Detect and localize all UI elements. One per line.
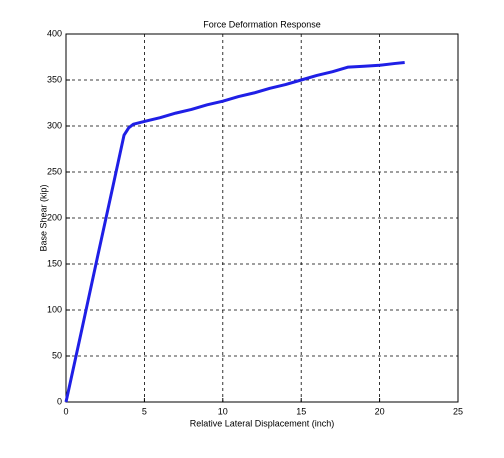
y-tick-label: 350 <box>47 74 62 84</box>
x-tick-label: 20 <box>375 406 385 416</box>
y-tick-label: 50 <box>52 350 62 360</box>
y-tick-label: 400 <box>47 28 62 38</box>
x-tick-label: 0 <box>63 406 68 416</box>
y-tick-label: 250 <box>47 166 62 176</box>
x-tick-label: 10 <box>218 406 228 416</box>
chart-title: Force Deformation Response <box>203 19 321 29</box>
x-tick-label: 5 <box>142 406 147 416</box>
y-tick-label: 300 <box>47 120 62 130</box>
y-tick-label: 150 <box>47 258 62 268</box>
data-line <box>64 61 405 403</box>
x-axis-label: Relative Lateral Displacement (inch) <box>190 418 335 428</box>
y-tick-label: 0 <box>57 396 62 406</box>
plot-frame <box>65 33 459 403</box>
x-tick-label: 15 <box>296 406 306 416</box>
y-axis-label: Base Shear (kip) <box>38 184 48 251</box>
y-tick-label: 200 <box>47 212 62 222</box>
y-tick-label: 100 <box>47 304 62 314</box>
x-tick-label: 25 <box>453 406 463 416</box>
